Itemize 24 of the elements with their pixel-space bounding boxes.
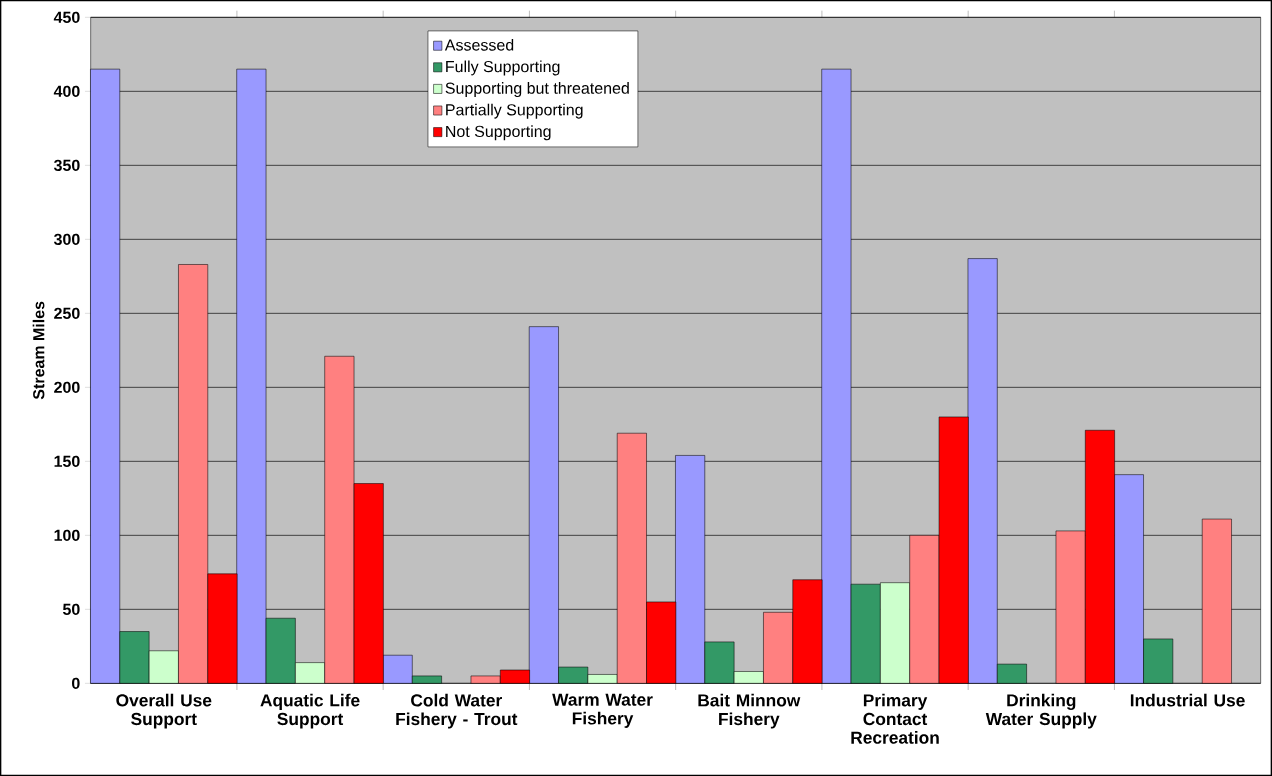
x-tick-label: Aquatic Life Support: [260, 693, 360, 729]
legend-label: Assessed: [444, 38, 514, 51]
y-tick-label: 450: [53, 11, 80, 23]
x-tick-label: Bait Minnow Fishery: [698, 693, 801, 729]
x-tick-label: Cold Water Fishery - Trout: [396, 693, 518, 729]
legend-label: Not Supporting: [446, 125, 551, 141]
x-tick-label: Primary Contact Recreation: [851, 693, 939, 744]
legend-label: Partially Supporting: [446, 103, 583, 119]
x-tick-label: Warm Water Fishery: [552, 693, 653, 728]
y-tick-label: 350: [53, 159, 80, 172]
legend-label: Supporting but threatened: [445, 82, 629, 98]
y-tick-label: 300: [53, 233, 80, 246]
x-tick-label: Industrial Use: [1130, 693, 1245, 707]
x-tick-label: Drinking Water Supply: [985, 693, 1097, 729]
y-axis-title: Stream Miles: [32, 301, 45, 400]
legend-label: Fully Supporting: [446, 60, 560, 76]
y-tick-label: 150: [54, 455, 80, 467]
y-tick-label: 250: [54, 307, 80, 319]
y-tick-label: 100: [54, 529, 80, 541]
y-tick-label: 0: [72, 677, 80, 689]
x-tick-label: Overall Use Support: [116, 693, 212, 729]
y-tick-label: 200: [54, 381, 80, 393]
y-tick-label: 50: [62, 603, 80, 615]
y-tick-label: 400: [53, 85, 80, 97]
